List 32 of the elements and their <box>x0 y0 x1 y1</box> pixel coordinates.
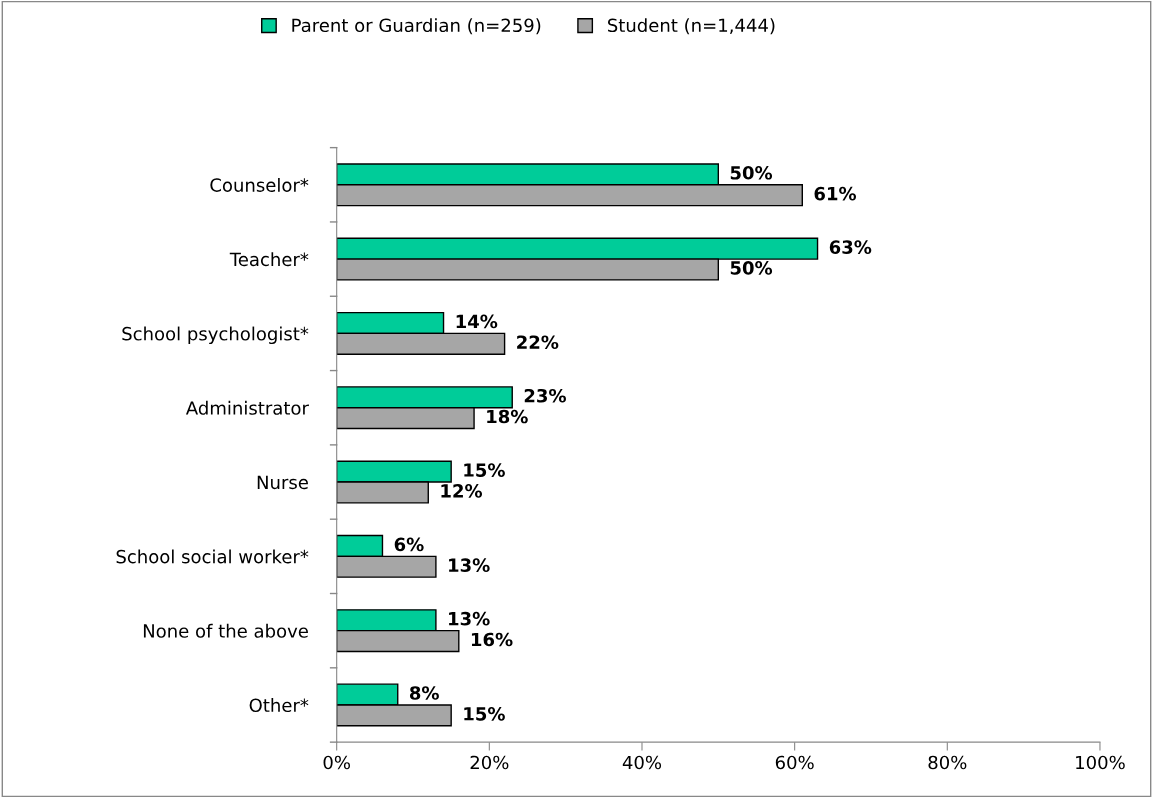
data-label: 14% <box>456 314 498 329</box>
x-tick-label: 40% <box>622 755 662 770</box>
y-tick-label: School social worker* <box>116 549 309 564</box>
y-tick-label: Teacher* <box>229 252 309 267</box>
data-label: 13% <box>449 558 490 572</box>
data-label: 15% <box>464 706 505 721</box>
data-label: 12% <box>441 484 483 498</box>
data-label: 22% <box>517 335 559 350</box>
y-tick-label: Nurse <box>257 475 308 490</box>
data-label: 50% <box>730 261 773 275</box>
data-label: 15% <box>464 463 505 477</box>
data-label: 61% <box>814 186 857 201</box>
x-tick-label: 60% <box>775 755 814 770</box>
data-label: 8% <box>409 686 439 700</box>
data-label: 6% <box>394 537 424 552</box>
data-label: 63% <box>829 240 872 254</box>
data-label: 18% <box>487 409 528 424</box>
y-tick-label: Counselor* <box>210 177 309 192</box>
y-tick-label: None of the above <box>143 623 308 638</box>
x-tick-label: 100% <box>1076 755 1125 770</box>
x-tick-label: 0% <box>323 755 350 770</box>
y-tick-label: Administrator <box>185 400 309 415</box>
legend-label: Parent or Guardian (n=259) <box>292 18 541 35</box>
data-label: 16% <box>471 632 513 647</box>
data-label: 23% <box>524 388 566 403</box>
x-tick-label: 80% <box>928 755 967 770</box>
data-label: 50% <box>730 165 773 180</box>
data-label: 13% <box>449 611 490 626</box>
legend-label: Student (n=1,444) <box>608 18 775 35</box>
y-tick-label: School psychologist* <box>122 326 309 345</box>
y-tick-label: Other* <box>249 698 309 713</box>
x-tick-label: 20% <box>470 755 509 770</box>
